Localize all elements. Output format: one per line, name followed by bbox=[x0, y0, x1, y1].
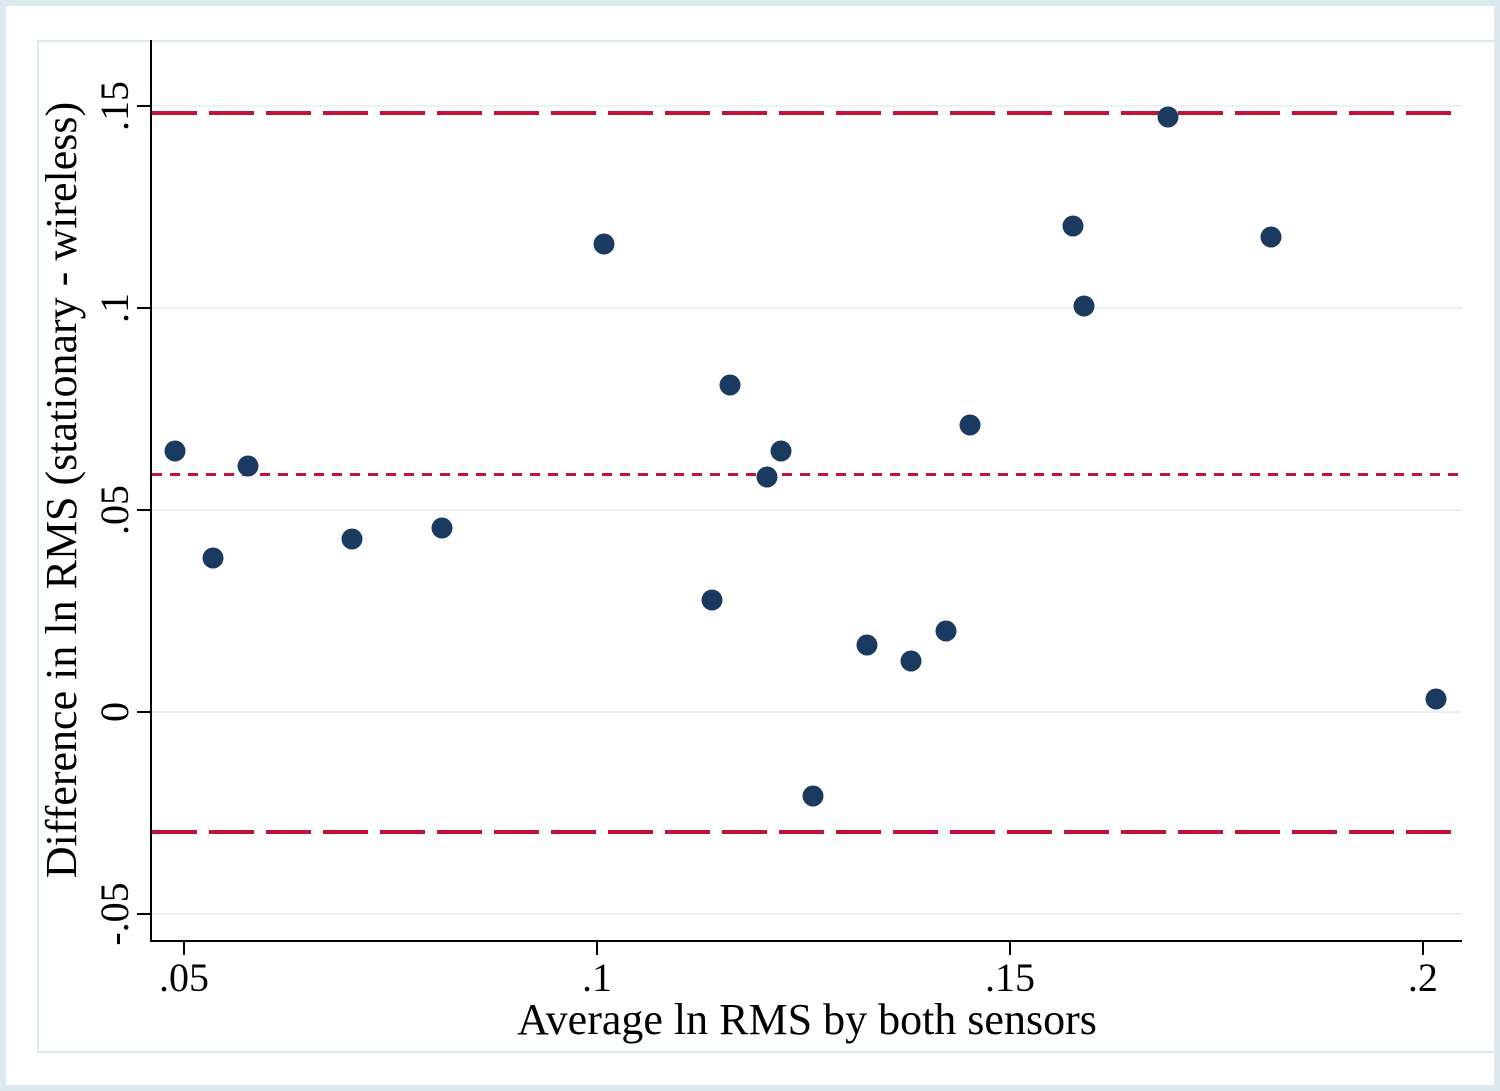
y-tick-label: .1 bbox=[92, 293, 137, 323]
y-tick-label: -.05 bbox=[92, 882, 137, 946]
gridline bbox=[152, 508, 1462, 511]
scatter-point bbox=[959, 414, 981, 436]
scatter-point bbox=[1260, 226, 1282, 248]
x-tick bbox=[1008, 942, 1011, 955]
scatter-point bbox=[1062, 215, 1084, 237]
x-tick bbox=[182, 942, 185, 955]
gridline bbox=[152, 105, 1462, 107]
scatter-point bbox=[719, 374, 741, 396]
scatter-point bbox=[1073, 295, 1095, 317]
y-tick-label: 0 bbox=[92, 701, 137, 722]
x-tick-label: .2 bbox=[1407, 955, 1438, 1000]
scatter-point bbox=[856, 634, 878, 656]
scatter-point bbox=[431, 517, 453, 539]
y-tick bbox=[137, 912, 152, 915]
lower-limit-of-agreement bbox=[152, 829, 1462, 834]
mean-difference bbox=[152, 472, 1462, 476]
scatter-point bbox=[1157, 106, 1179, 128]
scatter-point bbox=[202, 547, 224, 569]
x-axis-title: Average ln RMS by both sensors bbox=[517, 995, 1097, 1044]
x-tick-label: .15 bbox=[984, 955, 1035, 1000]
scatter-point bbox=[770, 440, 792, 462]
scatter-point bbox=[593, 233, 615, 255]
gridline bbox=[152, 710, 1462, 713]
scatter-point bbox=[341, 528, 363, 550]
scatter-point bbox=[900, 650, 922, 672]
x-tick-label: .05 bbox=[158, 955, 209, 1000]
x-axis-line bbox=[150, 940, 1462, 942]
y-tick bbox=[137, 508, 152, 511]
y-tick bbox=[137, 710, 152, 713]
scatter-point bbox=[701, 589, 723, 611]
scatter-point bbox=[756, 466, 778, 488]
y-axis-line bbox=[150, 40, 152, 942]
gridline bbox=[152, 307, 1462, 309]
y-tick bbox=[137, 105, 152, 107]
scatter-point bbox=[935, 620, 957, 642]
x-tick bbox=[1421, 942, 1424, 955]
y-tick bbox=[137, 307, 152, 309]
x-tick bbox=[595, 942, 598, 955]
upper-limit-of-agreement bbox=[152, 110, 1462, 115]
scatter-point bbox=[1425, 688, 1447, 710]
gridline bbox=[152, 912, 1462, 915]
scatter-point bbox=[237, 455, 259, 477]
scatter-point bbox=[164, 440, 186, 462]
scatter-point bbox=[802, 785, 824, 807]
plot-area bbox=[152, 40, 1462, 940]
x-tick-label: .1 bbox=[581, 955, 612, 1000]
y-tick-label: .15 bbox=[92, 81, 137, 131]
y-axis-title: Difference in ln RMS (stationary - wirel… bbox=[37, 101, 86, 879]
y-tick-label: .05 bbox=[92, 484, 137, 535]
